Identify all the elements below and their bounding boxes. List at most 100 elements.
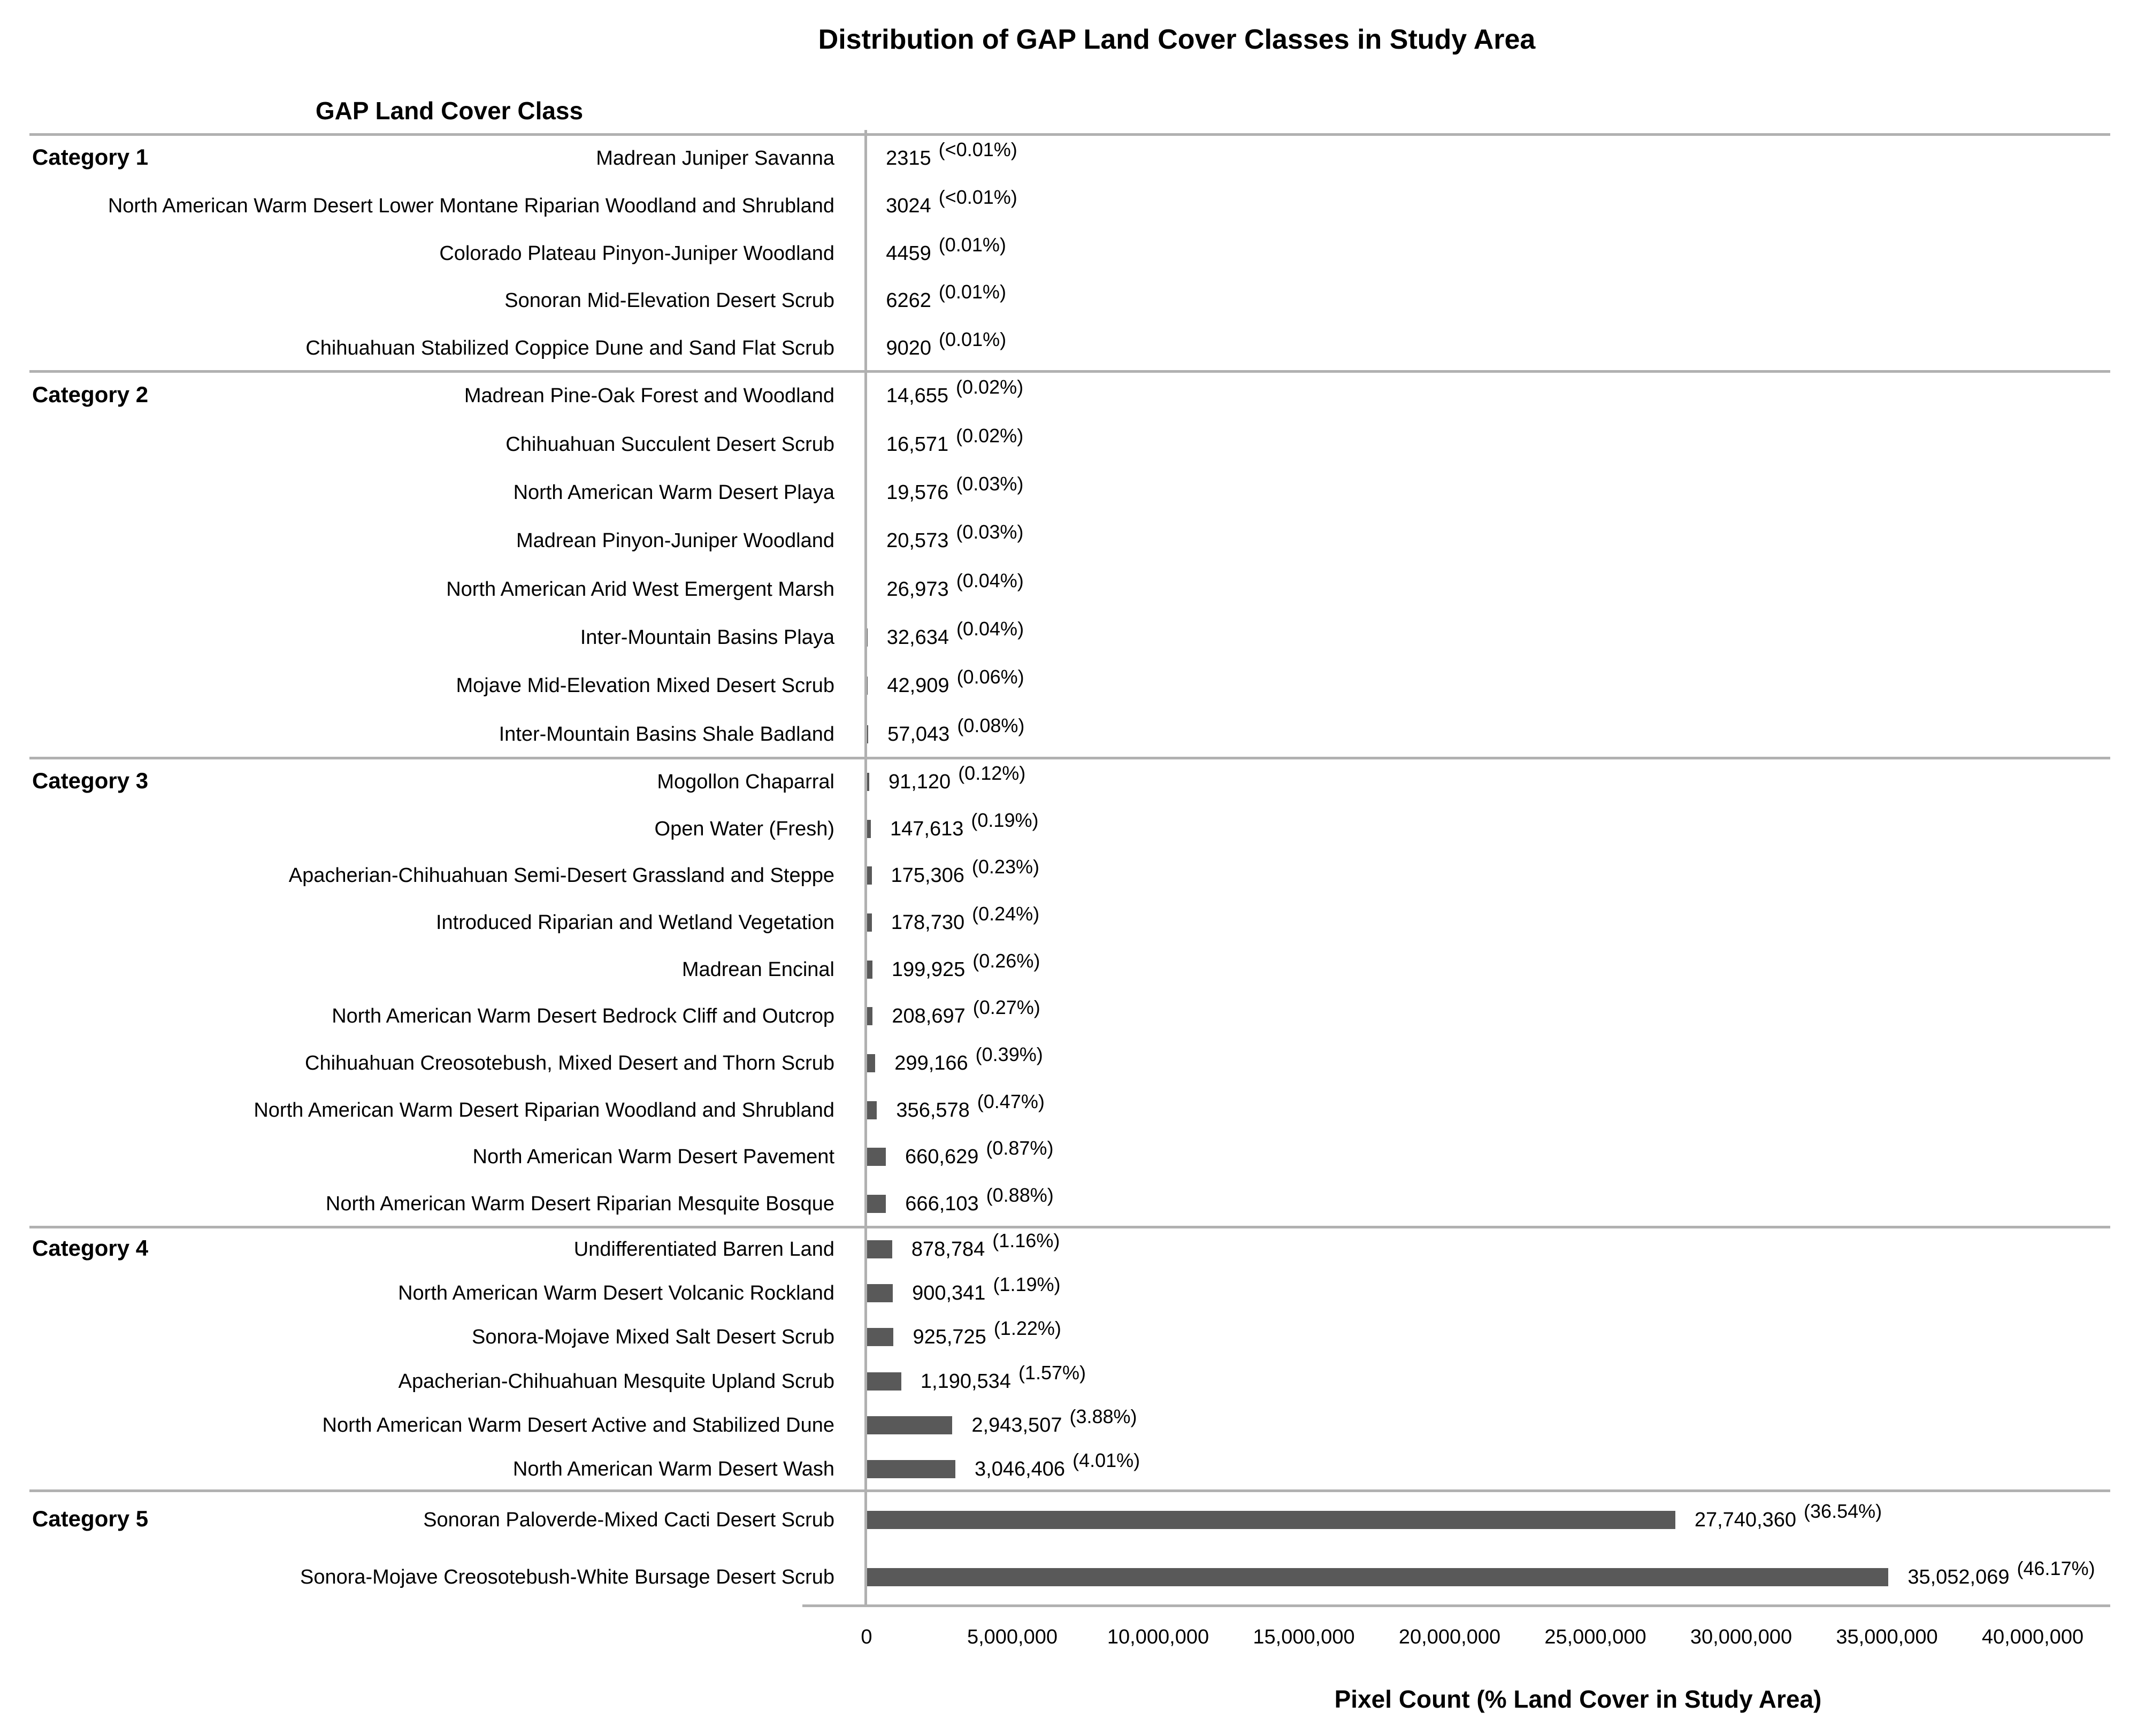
bar — [867, 1195, 886, 1213]
x-tick-label: 15,000,000 — [1253, 1626, 1355, 1648]
row-label: Introduced Riparian and Wetland Vegetati… — [435, 911, 834, 934]
percent-label: (<0.01%) — [938, 186, 1017, 208]
separator-line — [29, 133, 2110, 136]
y-axis-line — [864, 130, 867, 1606]
bar — [867, 1240, 892, 1259]
pixel-count-label: 6262 — [886, 289, 931, 312]
bar — [867, 1416, 953, 1434]
value-label: 32,634 (0.04%) — [886, 618, 1024, 652]
row-label: Madrean Juniper Savanna — [596, 147, 834, 170]
pixel-count-label: 660,629 — [905, 1146, 979, 1169]
separator-line — [29, 1226, 2110, 1228]
percent-label: (0.47%) — [977, 1090, 1045, 1112]
percent-label: (0.04%) — [956, 618, 1024, 640]
value-label: 299,166 (0.39%) — [894, 1043, 1043, 1078]
pixel-count-label: 91,120 — [888, 770, 951, 793]
x-tick-label: 40,000,000 — [1981, 1626, 2084, 1648]
percent-label: (0.27%) — [972, 996, 1040, 1019]
percent-label: (46.17%) — [2017, 1557, 2095, 1579]
bar — [867, 1328, 894, 1347]
value-label: 26,973 (0.04%) — [886, 570, 1023, 604]
percent-label: (0.04%) — [956, 569, 1024, 592]
pixel-count-label: 16,571 — [886, 433, 949, 456]
pixel-count-label: 175,306 — [891, 864, 964, 887]
row-label: Undifferentiated Barren Land — [573, 1238, 834, 1261]
category-label: Category 4 — [32, 1235, 149, 1261]
percent-label: (36.54%) — [1804, 1500, 1882, 1522]
bar — [867, 1568, 1889, 1586]
pixel-count-label: 199,925 — [891, 958, 966, 981]
row-label: Chihuahuan Creosotebush, Mixed Desert an… — [305, 1052, 834, 1075]
percent-label: (0.03%) — [956, 521, 1024, 543]
row-label: North American Warm Desert Riparian Mesq… — [325, 1193, 834, 1216]
row-label: Madrean Pine-Oak Forest and Woodland — [464, 385, 834, 408]
value-label: 925,725 (1.22%) — [913, 1317, 1061, 1352]
category-label: Category 3 — [32, 767, 149, 793]
bar — [867, 1148, 886, 1166]
pixel-count-label: 666,103 — [905, 1193, 979, 1216]
row-label: Apacherian-Chihuahuan Semi-Desert Grassl… — [288, 864, 834, 887]
pixel-count-label: 3,046,406 — [975, 1457, 1066, 1480]
percent-label: (1.16%) — [992, 1230, 1060, 1252]
bar — [867, 677, 868, 695]
bar — [867, 1460, 956, 1478]
pixel-count-label: 20,573 — [886, 529, 949, 552]
category-label: Category 1 — [32, 144, 149, 170]
value-label: 2315 (<0.01%) — [886, 139, 1017, 173]
x-tick-label: 5,000,000 — [967, 1626, 1058, 1648]
x-tick-label: 35,000,000 — [1836, 1626, 1938, 1648]
column-header: GAP Land Cover Class — [315, 97, 584, 125]
pixel-count-label: 3024 — [886, 194, 931, 217]
pixel-count-label: 4459 — [886, 242, 931, 265]
row-label: North American Warm Desert Playa — [513, 481, 834, 504]
pixel-count-label: 19,576 — [886, 481, 949, 504]
separator-line — [29, 370, 2110, 373]
pixel-count-label: 32,634 — [886, 626, 949, 649]
separator-line — [29, 757, 2110, 759]
row-label: Madrean Encinal — [681, 958, 834, 981]
pixel-count-label: 26,973 — [886, 578, 949, 601]
percent-label: (0.01%) — [939, 328, 1007, 350]
pixel-count-label: 878,784 — [911, 1238, 985, 1261]
percent-label: (1.19%) — [993, 1273, 1061, 1296]
row-label: Chihuahuan Succulent Desert Scrub — [505, 433, 834, 456]
percent-label: (0.02%) — [956, 424, 1024, 447]
value-label: 91,120 (0.12%) — [888, 762, 1025, 797]
bar — [867, 1284, 893, 1303]
percent-label: (0.01%) — [938, 281, 1006, 303]
row-label: North American Warm Desert Bedrock Cliff… — [332, 1005, 834, 1028]
bar — [867, 1054, 876, 1073]
value-label: 20,573 (0.03%) — [886, 521, 1023, 556]
bar — [867, 772, 869, 791]
percent-label: (0.23%) — [971, 856, 1039, 878]
row-label: Madrean Pinyon-Juniper Woodland — [516, 529, 834, 552]
percent-label: (0.03%) — [956, 472, 1024, 495]
pixel-count-label: 2315 — [886, 147, 931, 170]
bar — [867, 1007, 873, 1026]
value-label: 356,578 (0.47%) — [896, 1090, 1044, 1125]
pixel-count-label: 356,578 — [896, 1099, 970, 1122]
pixel-count-label: 27,740,360 — [1694, 1508, 1797, 1531]
row-label: Sonora-Mojave Creosotebush-White Bursage… — [300, 1565, 834, 1588]
percent-label: (0.08%) — [957, 714, 1025, 736]
bar — [867, 960, 872, 979]
percent-label: (0.06%) — [956, 666, 1024, 688]
row-label: Sonora-Mojave Mixed Salt Desert Scrub — [472, 1326, 834, 1349]
x-tick-label: 10,000,000 — [1107, 1626, 1209, 1648]
row-label: Sonoran Paloverde-Mixed Cacti Desert Scr… — [423, 1508, 834, 1531]
pixel-count-label: 900,341 — [912, 1282, 986, 1305]
pixel-count-label: 9020 — [886, 336, 932, 359]
category-label: Category 5 — [32, 1505, 149, 1531]
row-label: Chihuahuan Stabilized Coppice Dune and S… — [305, 336, 834, 359]
percent-label: (4.01%) — [1072, 1449, 1140, 1471]
value-label: 666,103 (0.88%) — [905, 1184, 1053, 1219]
percent-label: (<0.01%) — [938, 139, 1017, 161]
value-label: 9020 (0.01%) — [886, 328, 1006, 363]
row-label: North American Warm Desert Volcanic Rock… — [398, 1282, 834, 1305]
pixel-count-label: 299,166 — [894, 1052, 968, 1075]
pixel-count-label: 925,725 — [913, 1326, 986, 1349]
pixel-count-label: 1,190,534 — [920, 1370, 1011, 1393]
value-label: 175,306 (0.23%) — [891, 856, 1039, 890]
value-label: 199,925 (0.26%) — [891, 950, 1040, 985]
